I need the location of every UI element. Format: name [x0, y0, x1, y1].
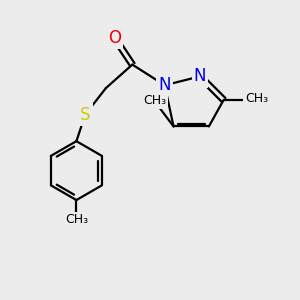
Text: O: O [108, 29, 121, 47]
Text: N: N [158, 76, 171, 94]
Text: CH₃: CH₃ [65, 213, 88, 226]
Text: S: S [80, 106, 91, 124]
Text: CH₃: CH₃ [245, 92, 268, 105]
Text: N: N [194, 68, 206, 85]
Text: CH₃: CH₃ [143, 94, 166, 107]
